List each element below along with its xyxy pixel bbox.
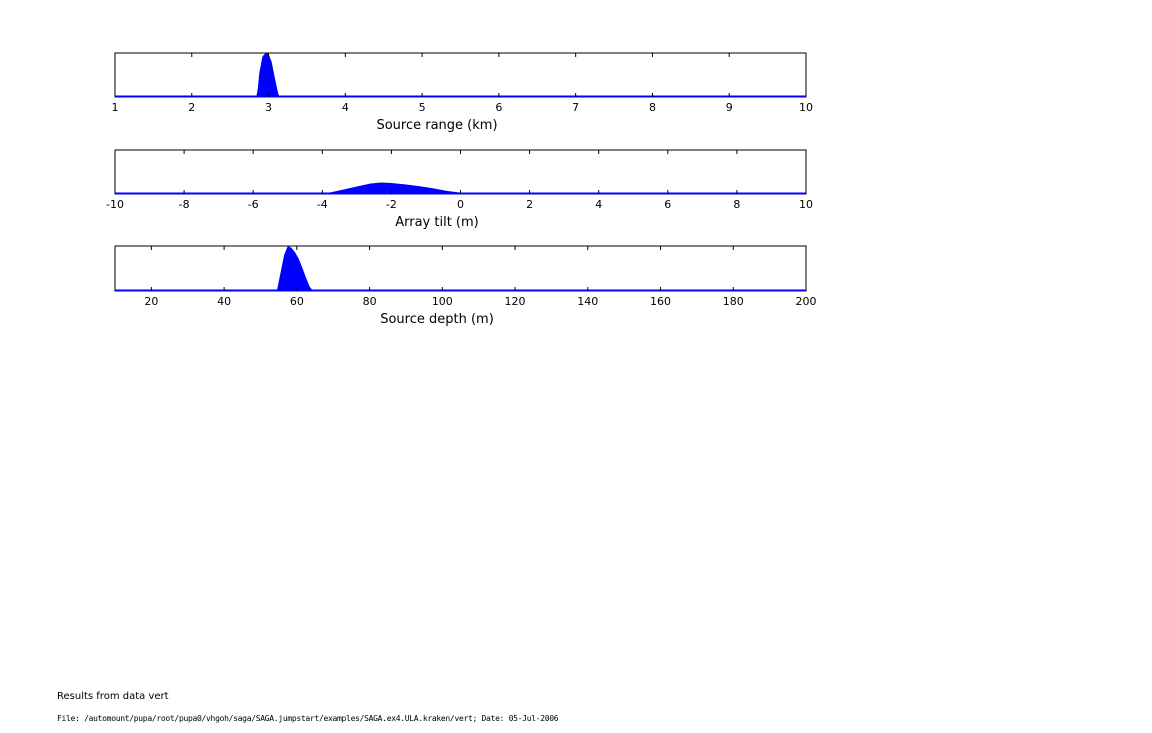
axes-box: [114, 52, 807, 98]
source-range-panel: 1 2 3 4 5 6 7 8 9 10 Source range (km): [112, 52, 813, 133]
axes-box: [114, 149, 807, 195]
x-tick-label: -6: [248, 198, 259, 211]
axes-box: [114, 245, 807, 292]
x-tick-label: 6: [664, 198, 671, 211]
x-tick-label: 2: [526, 198, 533, 211]
results-caption: Results from data vert: [57, 691, 169, 702]
x-tick-label: -8: [179, 198, 190, 211]
distribution-area: [115, 53, 806, 97]
x-tick-label: 5: [419, 101, 426, 114]
x-tick-label: 0: [457, 198, 464, 211]
x-tick-label: 160: [650, 295, 671, 308]
x-tick-label: 6: [495, 101, 502, 114]
x-tick-label: 100: [432, 295, 453, 308]
x-tick-label: 60: [290, 295, 304, 308]
x-tick-label: 80: [363, 295, 377, 308]
x-tick-label: 120: [505, 295, 526, 308]
file-path-caption: File: /automount/pupa/root/pupa0/vhgoh/s…: [57, 714, 559, 723]
x-tick-label: -10: [106, 198, 124, 211]
source-depth-panel: 20 40 60 80 100 120 140 160 180 200 Source depth (…: [114, 245, 817, 327]
x-axis-label: Source range (km): [376, 118, 497, 133]
x-tick-label: 20: [144, 295, 158, 308]
x-tick-label: -2: [386, 198, 397, 211]
x-tick-label: 8: [733, 198, 740, 211]
x-tick-label: 7: [572, 101, 579, 114]
x-tick-label: 9: [726, 101, 733, 114]
distribution-area: [115, 246, 806, 291]
array-tilt-panel: -10 -8 -6 -4 -2 0 2 4 6 8 10 Array tilt (m): [106, 149, 813, 230]
x-tick-label: 180: [723, 295, 744, 308]
x-tick-label: 8: [649, 101, 656, 114]
x-tick-label: 140: [577, 295, 598, 308]
x-tick-label: 4: [342, 101, 349, 114]
x-tick-label: 200: [796, 295, 817, 308]
x-tick-label: 4: [595, 198, 602, 211]
x-tick-label: 10: [799, 198, 813, 211]
x-axis-label: Array tilt (m): [395, 215, 479, 230]
x-tick-label: -4: [317, 198, 328, 211]
x-tick-label: 1: [112, 101, 119, 114]
x-tick-label: 2: [188, 101, 195, 114]
x-tick-label: 40: [217, 295, 231, 308]
x-tick-label: 10: [799, 101, 813, 114]
x-axis-label: Source depth (m): [380, 312, 494, 327]
x-tick-label: 3: [265, 101, 272, 114]
